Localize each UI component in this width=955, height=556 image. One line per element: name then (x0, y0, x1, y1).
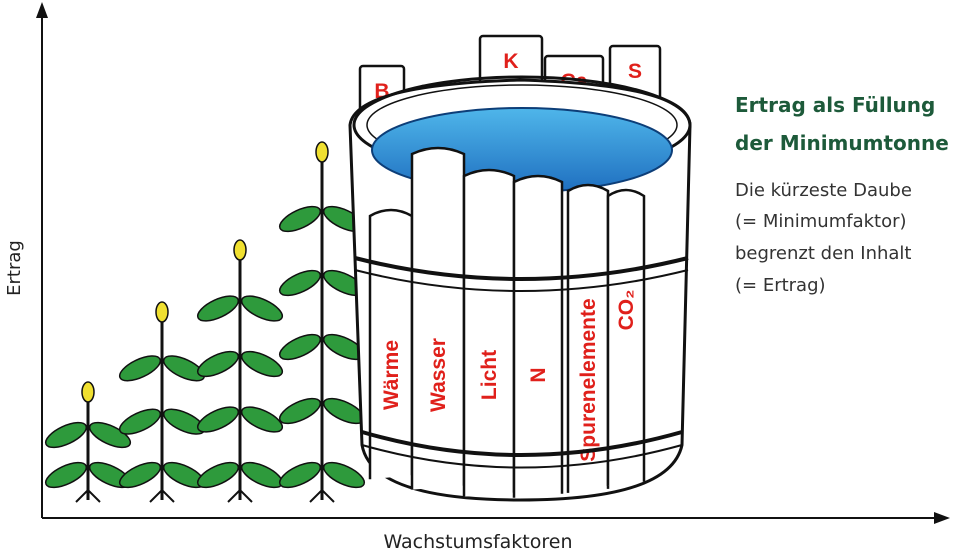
side-text: Ertrag als Füllung der Minimumtonne Die … (735, 93, 949, 296)
side-title: der Minimumtonne (735, 131, 949, 155)
leaf (276, 202, 323, 237)
leaf (238, 291, 285, 326)
side-body: (= Minimumfaktor) (735, 211, 907, 232)
leaf (194, 347, 241, 382)
stave-label: CO₂ (615, 290, 638, 331)
flower (316, 142, 328, 162)
diagram: Ertrag Wachstumsfaktoren BPKCaS WärmeWas… (0, 0, 955, 556)
leaf (116, 404, 163, 439)
y-arrow (36, 2, 48, 18)
leaf (194, 291, 241, 326)
front-stave (412, 148, 464, 490)
leaf (238, 458, 285, 493)
flower (156, 302, 168, 322)
leaf (116, 351, 163, 386)
leaf (276, 458, 323, 493)
stave-label: Licht (478, 350, 501, 400)
barrel: BPKCaS WärmeWasserLichtNSpurenelementeCO… (350, 36, 690, 500)
front-stave (464, 170, 514, 497)
x-arrow (934, 512, 950, 524)
side-body: (= Ertrag) (735, 275, 826, 296)
stave-label: S (628, 60, 642, 83)
flower (234, 240, 246, 260)
y-axis-label: Ertrag (4, 240, 25, 296)
leaf (194, 402, 241, 437)
side-body: Die kürzeste Daube (735, 180, 912, 201)
side-title: Ertrag als Füllung (735, 93, 935, 117)
leaf (42, 418, 89, 453)
stave-label: N (527, 367, 550, 382)
stave-label: Spurenelemente (577, 298, 600, 461)
leaf (276, 394, 323, 429)
front-stave (514, 176, 562, 498)
flower (82, 382, 94, 402)
leaf (320, 458, 367, 493)
stave-label: Wärme (380, 340, 403, 410)
leaf (276, 266, 323, 301)
leaf (42, 458, 89, 493)
leaf (116, 458, 163, 493)
leaf (238, 402, 285, 437)
leaf (194, 458, 241, 493)
plants (42, 142, 367, 502)
leaf (276, 330, 323, 365)
leaf (238, 347, 285, 382)
stave-label: Wasser (427, 338, 450, 412)
side-body: begrenzt den Inhalt (735, 243, 911, 264)
stave-label: K (503, 50, 518, 73)
x-axis-label: Wachstumsfaktoren (383, 531, 572, 553)
